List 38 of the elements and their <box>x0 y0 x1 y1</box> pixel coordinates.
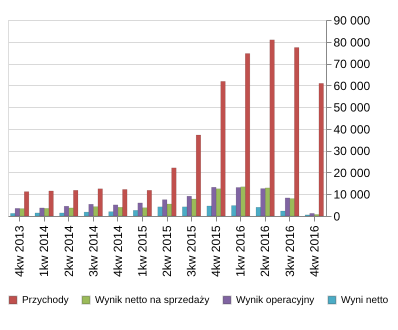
y-tick-label: 80 000 <box>334 35 371 50</box>
bar <box>196 134 202 216</box>
x-tick-label: 1kw 2015 <box>135 225 150 277</box>
legend-label: Wyni netto <box>341 295 389 306</box>
bar <box>73 190 78 216</box>
y-tick-label: 40 000 <box>334 122 371 136</box>
y-tick-label: 20 000 <box>334 166 371 180</box>
bar <box>98 188 103 216</box>
y-tick-label: 90 000 <box>334 14 371 28</box>
x-tick-label: 2kw 2016 <box>258 225 272 277</box>
x-tick-label: 1kw 2016 <box>234 225 248 277</box>
legend-label: Wynik netto na sprzedaży <box>95 295 210 306</box>
y-tick-label: 60 000 <box>334 78 371 93</box>
legend-label: Przychody <box>22 295 69 306</box>
y-tick-label: 50 000 <box>334 100 371 115</box>
bar <box>294 47 300 216</box>
y-tick-label: 70 000 <box>334 57 371 72</box>
y-tick-label: 0 <box>334 210 340 224</box>
bar <box>146 190 152 216</box>
x-tick-label: 3kw 2015 <box>184 225 199 277</box>
x-tick-label: 2kw 2014 <box>62 225 76 277</box>
x-tick-label: 4kw 2013 <box>12 225 27 277</box>
x-tick-label: 4kw 2016 <box>307 225 322 277</box>
bar <box>318 83 324 216</box>
bar <box>122 189 128 216</box>
bar <box>220 81 226 216</box>
bar <box>48 190 54 216</box>
legend-label: Wynik operacyjny <box>236 295 314 306</box>
x-tick-label: 4kw 2014 <box>110 225 125 277</box>
x-tick-label: 4kw 2015 <box>209 225 224 277</box>
x-tick-label: 3kw 2016 <box>282 225 297 277</box>
x-tick-label: 1kw 2014 <box>37 225 52 277</box>
y-tick-label: 10 000 <box>334 188 371 202</box>
x-tick-label: 3kw 2014 <box>86 225 100 277</box>
bar <box>24 191 30 216</box>
y-tick-label: 30 000 <box>334 144 371 158</box>
x-tick-label: 2kw 2015 <box>160 225 174 277</box>
bar <box>171 168 176 216</box>
